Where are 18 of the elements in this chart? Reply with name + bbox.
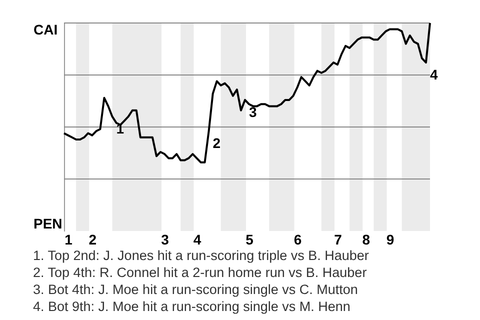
text: 2. Top 4th: R. Connel hit a 2-run home run vs B. Hauber	[33, 264, 368, 281]
x-tick-label: 3	[161, 232, 170, 248]
text: CAI	[34, 22, 58, 38]
annotation: 2	[212, 135, 221, 152]
x-tick-label: 6	[294, 232, 302, 248]
text: PEN	[34, 216, 62, 232]
text: 4. Bot 9th: J. Moe hit a run-scoring single vs M. Henn	[33, 298, 352, 315]
text: 1. Top 2nd: J. Jones hit a run-scoring triple vs B. Hauber	[33, 247, 369, 264]
x-tick-label: 2	[88, 232, 97, 248]
x-tick-label: 9	[386, 232, 394, 248]
x-tick-label: 1	[64, 232, 73, 248]
x-tick-label: 5	[246, 232, 254, 248]
text: 3. Bot 4th: J. Moe hit a run-scoring single vs C. Mutton	[33, 281, 359, 298]
annotation: 3	[248, 104, 257, 120]
annotation: 4	[430, 66, 438, 83]
x-tick-label: 8	[362, 232, 370, 248]
x-tick-label: 4	[193, 232, 202, 248]
x-tick-label: 7	[334, 232, 342, 248]
